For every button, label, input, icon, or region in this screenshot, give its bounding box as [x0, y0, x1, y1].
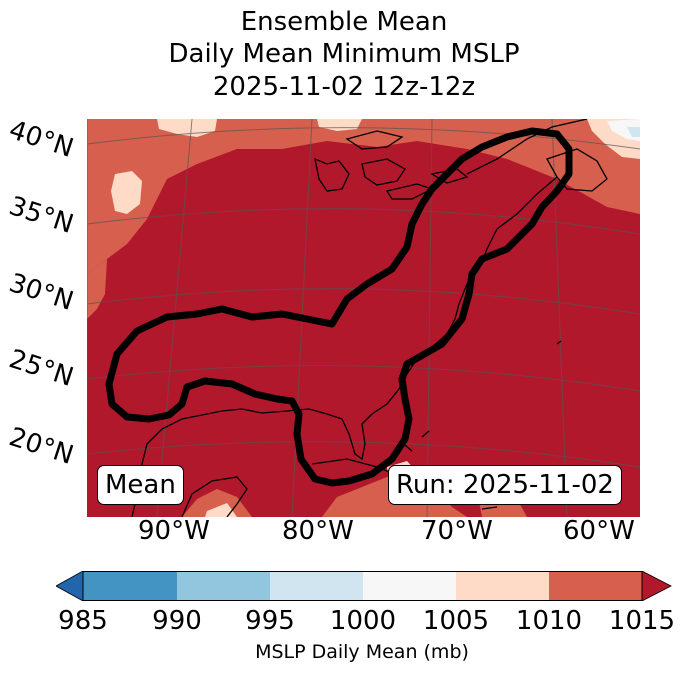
gridline-60w [551, 119, 568, 517]
maritimes-coast [546, 148, 608, 192]
gridline-20n [87, 441, 640, 468]
pressure-band-995-1000 [627, 127, 640, 137]
colorbar-bin-1000-1005 [363, 571, 456, 601]
lat-label-40n: 40°N [5, 115, 77, 164]
map-svg [87, 119, 640, 517]
lake-superior-outline [345, 130, 404, 150]
run-label-box: Run: 2025-11-02 [388, 465, 622, 505]
lat-label-20n: 20°N [5, 422, 77, 471]
contour-line [105, 127, 573, 487]
lon-label-70w: 70°W [421, 516, 493, 546]
pressure-band-1010-1015-west [87, 259, 107, 319]
colorbar-bin-1005-1010 [456, 571, 549, 601]
colorbar [56, 571, 672, 601]
colorbar-bin-1010-1015 [549, 571, 642, 601]
atlantic-coast [308, 176, 558, 461]
title-line-2: Daily Mean Minimum MSLP [168, 39, 520, 69]
colorbar-tick-995: 995 [245, 606, 295, 636]
colorbar-frame [82, 571, 643, 601]
colorbar-extend-low [56, 571, 84, 601]
colorbar-tick-985: 985 [58, 606, 108, 636]
pressure-band-1010-1015-north [87, 119, 640, 274]
st-lawrence-coast [466, 119, 588, 175]
lake-huron-outline [361, 158, 406, 186]
colorbar-label: MSLP Daily Mean (mb) [255, 641, 469, 663]
colorbar-tick-1015: 1015 [608, 606, 676, 636]
pressure-band-1005-1010-b [111, 171, 142, 214]
puerto-rico-coast [481, 506, 498, 510]
mean-label-box: Mean [97, 465, 184, 505]
colorbar-extend-high [641, 571, 672, 601]
gridline-25n [87, 365, 640, 392]
title-line-1: Ensemble Mean [240, 7, 448, 37]
colorbar-bin-990-995 [177, 571, 270, 601]
lon-label-90w: 90°W [138, 516, 210, 546]
title-line-3: 2025-11-02 12z-12z [212, 72, 476, 102]
yucatan-coast [181, 476, 248, 517]
lat-label-30n: 30°N [5, 268, 77, 317]
map-panel: Mean Run: 2025-11-02 [87, 119, 640, 517]
colorbar-tick-990: 990 [152, 606, 202, 636]
lon-label-80w: 80°W [282, 516, 354, 546]
lake-michigan-outline [314, 157, 350, 192]
bahamas-b [421, 430, 430, 438]
gridline-35n [87, 208, 640, 235]
colorbar-bin-985-990 [83, 571, 177, 601]
bermuda [556, 340, 562, 345]
colorbar-tick-1005: 1005 [422, 606, 490, 636]
lake-erie-outline [385, 183, 434, 200]
lat-label-35n: 35°N [5, 191, 77, 240]
colorbar-bin-995-1000 [270, 571, 363, 601]
lon-label-60w: 60°W [563, 516, 635, 546]
pressure-band-1010-1015-south-a [182, 489, 252, 517]
lat-label-25n: 25°N [5, 344, 77, 393]
colorbar-tick-1000: 1000 [329, 606, 397, 636]
colorbar-tick-1010: 1010 [515, 606, 583, 636]
